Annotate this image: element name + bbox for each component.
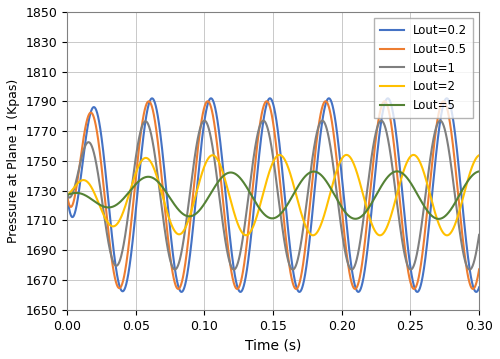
Lout=2 — [332, 174, 338, 178]
Lout=5 — [436, 217, 442, 221]
Lout=0.2 — [476, 285, 482, 289]
Lout=5 — [311, 169, 317, 174]
Lout=0.2 — [64, 193, 70, 197]
Lout=2 — [311, 233, 317, 237]
Lout=1 — [349, 267, 355, 272]
Lout=0.2 — [403, 227, 409, 232]
Lout=0.2 — [372, 177, 378, 182]
Lout=0.2 — [473, 290, 479, 294]
Lout=2 — [372, 228, 378, 232]
Lout=5 — [476, 169, 482, 173]
Lout=2 — [222, 176, 228, 180]
Lout=0.5 — [332, 144, 338, 148]
Lout=5 — [372, 196, 378, 200]
Lout=0.5 — [312, 159, 318, 164]
Legend: Lout=0.2, Lout=0.5, Lout=1, Lout=2, Lout=5: Lout=0.2, Lout=0.5, Lout=1, Lout=2, Lout… — [374, 18, 473, 118]
Lout=1 — [403, 258, 409, 262]
Lout=2 — [64, 193, 70, 197]
Lout=1 — [437, 118, 443, 123]
Lout=0.5 — [264, 99, 270, 103]
Lout=0.2 — [311, 192, 317, 197]
Lout=1 — [64, 193, 70, 197]
Line: Lout=2: Lout=2 — [67, 155, 479, 235]
Lout=2 — [476, 153, 482, 157]
Lout=0.5 — [372, 147, 378, 151]
Lout=5 — [332, 194, 338, 198]
X-axis label: Time (s): Time (s) — [245, 338, 302, 352]
Lout=0.5 — [139, 123, 145, 127]
Lout=0.2 — [139, 147, 145, 151]
Y-axis label: Pressure at Plane 1 (Kpas): Pressure at Plane 1 (Kpas) — [7, 79, 20, 243]
Lout=0.5 — [403, 254, 409, 258]
Line: Lout=5: Lout=5 — [67, 171, 479, 219]
Lout=0.5 — [222, 214, 228, 218]
Lout=0.2 — [222, 181, 228, 185]
Lout=1 — [222, 233, 228, 238]
Lout=1 — [372, 136, 378, 141]
Lout=5 — [403, 174, 409, 179]
Lout=0.5 — [411, 287, 417, 291]
Lout=1 — [476, 233, 482, 237]
Lout=0.5 — [64, 193, 70, 197]
Lout=0.2 — [332, 117, 338, 121]
Lout=5 — [64, 193, 70, 197]
Lout=2 — [139, 158, 145, 163]
Lout=2 — [444, 233, 450, 237]
Lout=2 — [410, 153, 416, 157]
Lout=0.5 — [476, 267, 482, 271]
Lout=0.2 — [326, 96, 332, 101]
Line: Lout=1: Lout=1 — [67, 121, 479, 270]
Lout=1 — [332, 177, 338, 182]
Line: Lout=0.5: Lout=0.5 — [67, 101, 479, 289]
Lout=2 — [403, 163, 409, 167]
Lout=5 — [222, 173, 228, 177]
Lout=5 — [139, 177, 145, 181]
Lout=1 — [311, 145, 317, 149]
Lout=5 — [394, 169, 400, 173]
Lout=1 — [139, 125, 145, 129]
Line: Lout=0.2: Lout=0.2 — [67, 98, 479, 292]
